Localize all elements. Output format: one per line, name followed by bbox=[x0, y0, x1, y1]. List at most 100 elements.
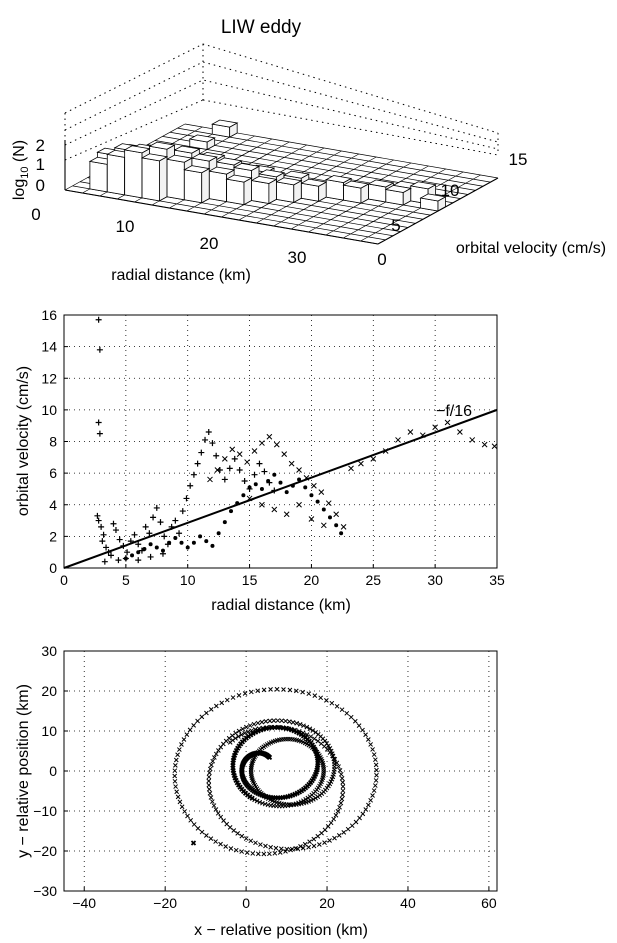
y-tick-label: 0 bbox=[377, 250, 386, 269]
trajectory-marker bbox=[240, 726, 245, 732]
trajectory-marker bbox=[255, 851, 261, 857]
trajectory-marker bbox=[224, 697, 230, 703]
y-tick-label: 6 bbox=[49, 465, 57, 481]
trajectory bbox=[172, 686, 379, 857]
y-axis-label: orbital velocity (cm/s) bbox=[15, 366, 32, 516]
trajectory-marker bbox=[284, 725, 290, 731]
grid bbox=[63, 314, 498, 569]
trajectory-marker bbox=[223, 844, 229, 849]
trajectory-marker bbox=[236, 693, 242, 698]
dot-marker bbox=[278, 480, 283, 485]
trajectory-marker bbox=[293, 688, 299, 694]
trajectory-marker bbox=[208, 706, 214, 712]
cross-marker bbox=[259, 440, 265, 446]
trajectory-marker bbox=[242, 691, 248, 696]
grid bbox=[64, 650, 497, 892]
cross-marker bbox=[296, 467, 302, 473]
trajectory-marker bbox=[363, 732, 368, 738]
trajectory-marker bbox=[264, 725, 270, 730]
histogram-bar bbox=[300, 178, 328, 202]
y-tick-label: 16 bbox=[41, 307, 57, 323]
x-tick-label: 30 bbox=[288, 248, 307, 267]
dot-marker bbox=[167, 540, 172, 545]
plus-marker bbox=[209, 440, 216, 447]
trajectory-marker bbox=[172, 768, 178, 774]
trajectory-marker bbox=[339, 775, 345, 781]
bar-top-face bbox=[165, 154, 194, 163]
cross-marker bbox=[221, 456, 228, 462]
trajectory-marker bbox=[252, 797, 257, 803]
trajectory-marker bbox=[302, 841, 308, 847]
trajectory-marker bbox=[275, 718, 281, 723]
trajectory-marker bbox=[236, 728, 242, 734]
trajectory-marker bbox=[279, 718, 285, 724]
bar-front-face bbox=[251, 180, 270, 204]
y-tick-label: 4 bbox=[49, 497, 57, 513]
trajectory-marker bbox=[371, 788, 377, 793]
plus-marker bbox=[98, 523, 105, 530]
trajectory-marker bbox=[257, 799, 263, 805]
trajectory-marker bbox=[239, 833, 245, 839]
plus-marker bbox=[103, 544, 110, 551]
trajectory-marker bbox=[360, 811, 366, 817]
dot-marker bbox=[297, 477, 302, 482]
bar-top-face bbox=[367, 179, 395, 188]
trajectory-marker bbox=[312, 693, 318, 698]
bar-top-face bbox=[232, 162, 261, 171]
trajectory-marker bbox=[203, 833, 209, 838]
y-axis-label: orbital velocity (cm/s) bbox=[456, 240, 606, 257]
trajectory-marker bbox=[338, 771, 344, 777]
trajectory-marker bbox=[366, 802, 371, 808]
bar-top-face bbox=[409, 181, 437, 190]
x-tick-label: 60 bbox=[481, 895, 497, 911]
z-tick-label: 0 bbox=[31, 205, 40, 224]
trajectory-marker bbox=[308, 734, 314, 739]
plus-marker bbox=[256, 460, 263, 467]
x-tick-label: 30 bbox=[427, 572, 443, 588]
trajectory-marker bbox=[188, 817, 194, 823]
trajectory-marker bbox=[339, 796, 345, 802]
trajectory-marker bbox=[288, 726, 294, 732]
cross-marker bbox=[333, 511, 340, 518]
dot-marker bbox=[123, 556, 128, 561]
trajectory-marker bbox=[207, 770, 212, 776]
trajectory-marker bbox=[255, 688, 261, 694]
plus-marker bbox=[124, 549, 131, 556]
trajectory-marker bbox=[215, 810, 221, 816]
plus-marker bbox=[108, 552, 115, 559]
plus-marker bbox=[146, 530, 153, 537]
trajectory-marker bbox=[195, 826, 201, 831]
trajectory-marker bbox=[310, 728, 316, 733]
trajectory-marker bbox=[308, 798, 314, 803]
trajectory-marker bbox=[340, 784, 346, 789]
trajectory-marker bbox=[231, 828, 237, 833]
trajectory-marker bbox=[306, 691, 312, 697]
y-tick-label: −10 bbox=[33, 803, 57, 819]
bar-front-face bbox=[166, 158, 185, 201]
trajectory-marker bbox=[327, 838, 332, 843]
trajectory-marker bbox=[372, 757, 378, 763]
y-tick-label: 8 bbox=[49, 434, 57, 450]
trajectory-marker bbox=[294, 720, 300, 726]
trajectory-marker bbox=[267, 718, 273, 724]
trajectory-marker bbox=[374, 772, 379, 778]
z-tick-label: 0 bbox=[36, 176, 45, 195]
plus-marker bbox=[94, 512, 101, 519]
cross-marker bbox=[207, 476, 213, 483]
trajectory-marker bbox=[288, 847, 294, 853]
trajectory-marker bbox=[184, 732, 190, 737]
trajectory-marker bbox=[304, 724, 310, 730]
y-tick-label: 12 bbox=[41, 370, 57, 386]
x-axis-label: x − relative position (km) bbox=[194, 922, 368, 939]
ticks: 0 5 10 15 20 25 30 35 0 2 4 6 8 10 12 14 16 bbox=[41, 307, 505, 588]
plus-marker bbox=[202, 436, 209, 443]
y-tick-label: 20 bbox=[41, 683, 57, 699]
trajectory-marker bbox=[287, 687, 293, 693]
plus-marker bbox=[101, 558, 108, 565]
trajectory-marker bbox=[341, 830, 347, 835]
trajectory-marker bbox=[278, 846, 284, 852]
trajectory-marker bbox=[213, 751, 219, 757]
y-tick-label: 0 bbox=[49, 560, 57, 576]
trajectory-marker bbox=[338, 800, 344, 806]
